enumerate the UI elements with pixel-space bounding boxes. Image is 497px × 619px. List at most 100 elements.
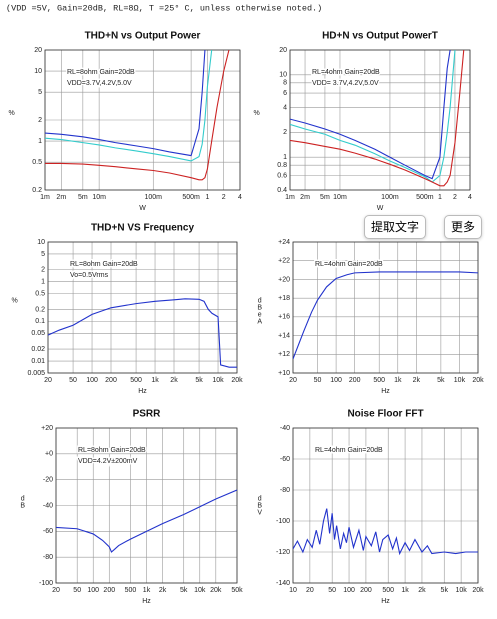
x-tick-label: 200 — [105, 377, 117, 384]
x-tick-label: 100 — [86, 377, 98, 384]
y-tick-label: 0.6 — [277, 172, 287, 179]
plot-frame — [47, 241, 238, 374]
y-tick-label: 10 — [279, 72, 287, 79]
y-tick-label: +20 — [41, 425, 53, 432]
chart-title: THD+N vs Output Power — [85, 31, 201, 42]
x-tick-label: 5m — [78, 194, 88, 201]
y-tick-label: -100 — [276, 518, 290, 525]
annotation: RL=8ohm Gain=20dB — [78, 447, 146, 454]
x-axis-label: Hz — [138, 388, 147, 395]
y-axis-label: dBV — [256, 496, 263, 517]
y-tick-label: 0.4 — [277, 187, 287, 194]
x-tick-label: 4 — [238, 194, 242, 201]
extract-text-button[interactable]: 提取文字 — [364, 215, 427, 239]
y-tick-label: +12 — [278, 351, 290, 358]
x-tick-label: 20 — [44, 377, 52, 384]
x-tick-label: 10k — [212, 377, 224, 384]
x-tick-label: 4 — [468, 194, 472, 201]
y-tick-label: 0.1 — [35, 318, 45, 325]
y-tick-label: 0.01 — [31, 358, 45, 365]
x-tick-label: 2 — [222, 194, 226, 201]
series-line — [56, 489, 237, 553]
y-tick-label: -40 — [280, 425, 290, 432]
series-line — [45, 50, 213, 162]
x-tick-label: 1 — [438, 194, 442, 201]
y-tick-label: 0.2 — [32, 187, 42, 194]
y-tick-label: 1 — [283, 154, 287, 161]
y-tick-label: +18 — [278, 295, 290, 302]
x-tick-label: 10m — [333, 194, 347, 201]
chart-title: PSRR — [133, 409, 162, 420]
y-tick-label: -60 — [43, 528, 53, 535]
x-tick-label: 5k — [437, 377, 445, 384]
y-tick-label: 5 — [38, 89, 42, 96]
x-tick-label: 1 — [205, 194, 209, 201]
y-tick-label: +14 — [278, 332, 290, 339]
series-line — [290, 50, 465, 187]
x-tick-label: 20k — [231, 377, 243, 384]
x-tick-label: 10k — [194, 587, 206, 594]
y-tick-label: -40 — [43, 502, 53, 509]
series-line — [290, 50, 456, 183]
annotation: VDD= 3.7V,4.2V,5.0V — [312, 80, 379, 87]
y-tick-label: 0.005 — [27, 370, 45, 377]
x-tick-label: 20 — [289, 377, 297, 384]
y-tick-label: +24 — [278, 239, 290, 246]
y-tick-label: 2 — [38, 117, 42, 124]
x-axis-label: Hz — [381, 388, 390, 395]
header: (VDD =5V, Gain=20dB, RL=8Ω, T =25° C, un… — [6, 3, 322, 13]
x-axis-label: W — [139, 205, 146, 212]
series-line — [45, 50, 230, 181]
annotation: VDD=3.7V,4.2V,5.0V — [67, 80, 132, 87]
series-line — [48, 298, 237, 368]
y-tick-label: -20 — [43, 477, 53, 484]
y-axis-label: dB — [19, 496, 26, 510]
y-tick-label: -80 — [280, 487, 290, 494]
x-tick-label: 1m — [40, 194, 50, 201]
y-tick-label: 20 — [279, 47, 287, 54]
series-line — [293, 508, 478, 556]
annotation: RL=8ohm Gain=20dB — [67, 69, 135, 76]
x-tick-label: 500m — [416, 194, 434, 201]
annotation: RL=8ohm Gain=20dB — [70, 261, 138, 268]
x-tick-label: 5k — [180, 587, 188, 594]
x-tick-label: 500 — [373, 377, 385, 384]
chart-title: HD+N vs Output PowerT — [322, 31, 438, 42]
y-tick-label: 1 — [41, 279, 45, 286]
x-tick-label: 20 — [52, 587, 60, 594]
x-tick-label: 2m — [300, 194, 310, 201]
x-tick-label: 200 — [349, 377, 361, 384]
x-tick-label: 50 — [314, 377, 322, 384]
x-tick-label: 500 — [130, 377, 142, 384]
x-tick-label: 100m — [145, 194, 163, 201]
x-tick-label: 1k — [401, 587, 409, 594]
chart-title: THD+N VS Frequency — [91, 223, 195, 234]
y-tick-label: 20 — [34, 47, 42, 54]
x-tick-label: 1k — [151, 377, 159, 384]
more-button[interactable]: 更多 — [444, 215, 483, 239]
series-line — [45, 50, 206, 157]
y-tick-label: 0.05 — [31, 330, 45, 337]
y-tick-label: +0 — [45, 451, 53, 458]
x-tick-label: 2k — [170, 377, 178, 384]
x-tick-label: 50 — [69, 377, 77, 384]
x-tick-label: 50 — [328, 587, 336, 594]
y-tick-label: 0.5 — [35, 290, 45, 297]
y-tick-label: +10 — [278, 370, 290, 377]
x-tick-label: 100 — [330, 377, 342, 384]
y-tick-label: -60 — [280, 456, 290, 463]
plot-area — [45, 50, 230, 181]
x-tick-label: 1k — [143, 587, 151, 594]
y-axis-label: dBeA — [256, 298, 263, 326]
x-tick-label: 2k — [413, 377, 421, 384]
y-tick-label: 8 — [283, 80, 287, 87]
y-tick-label: 2 — [283, 129, 287, 136]
x-tick-label: 10m — [92, 194, 106, 201]
x-tick-label: 100m — [381, 194, 399, 201]
x-tick-label: 50k — [231, 587, 243, 594]
x-tick-label: 2k — [418, 587, 426, 594]
x-axis-label: W — [377, 205, 384, 212]
y-tick-label: 0.02 — [31, 346, 45, 353]
y-axis-label: % — [8, 110, 15, 117]
